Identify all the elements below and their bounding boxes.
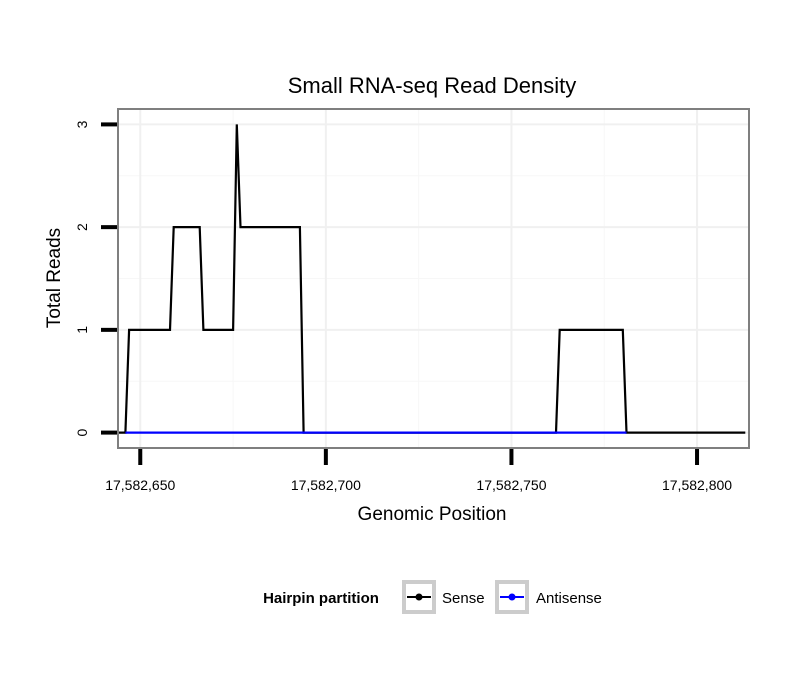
legend: Hairpin partition Sense Antisense: [263, 580, 602, 614]
legend-item-antisense: Antisense: [495, 580, 602, 614]
legend-marker-sense: [415, 593, 423, 601]
x-tick-label: 17,582,750: [476, 477, 546, 493]
chart-title: Small RNA-seq Read Density: [288, 73, 577, 98]
x-tick-label: 17,582,800: [662, 477, 732, 493]
legend-label-antisense: Antisense: [536, 590, 602, 607]
legend-item-sense: Sense: [402, 580, 485, 614]
y-tick-label: 1: [74, 326, 90, 334]
plot-panel-border: [117, 108, 750, 449]
y-axis: 0 1 2 3: [74, 120, 117, 436]
x-tick-label: 17,582,650: [105, 477, 175, 493]
y-tick-label: 2: [74, 223, 90, 231]
x-axis: 17,582,650 17,582,700 17,582,750 17,582,800: [105, 449, 732, 493]
y-axis-title: Total Reads: [44, 228, 65, 328]
legend-label-sense: Sense: [442, 590, 485, 607]
y-tick-label: 3: [74, 120, 90, 128]
x-tick-label: 17,582,700: [291, 477, 361, 493]
x-axis-title: Genomic Position: [358, 504, 507, 525]
series-line-sense: [118, 124, 746, 434]
legend-marker-antisense: [508, 593, 516, 601]
legend-title: Hairpin partition: [263, 590, 379, 607]
series-layer: [118, 124, 746, 434]
y-tick-label: 0: [74, 428, 90, 436]
